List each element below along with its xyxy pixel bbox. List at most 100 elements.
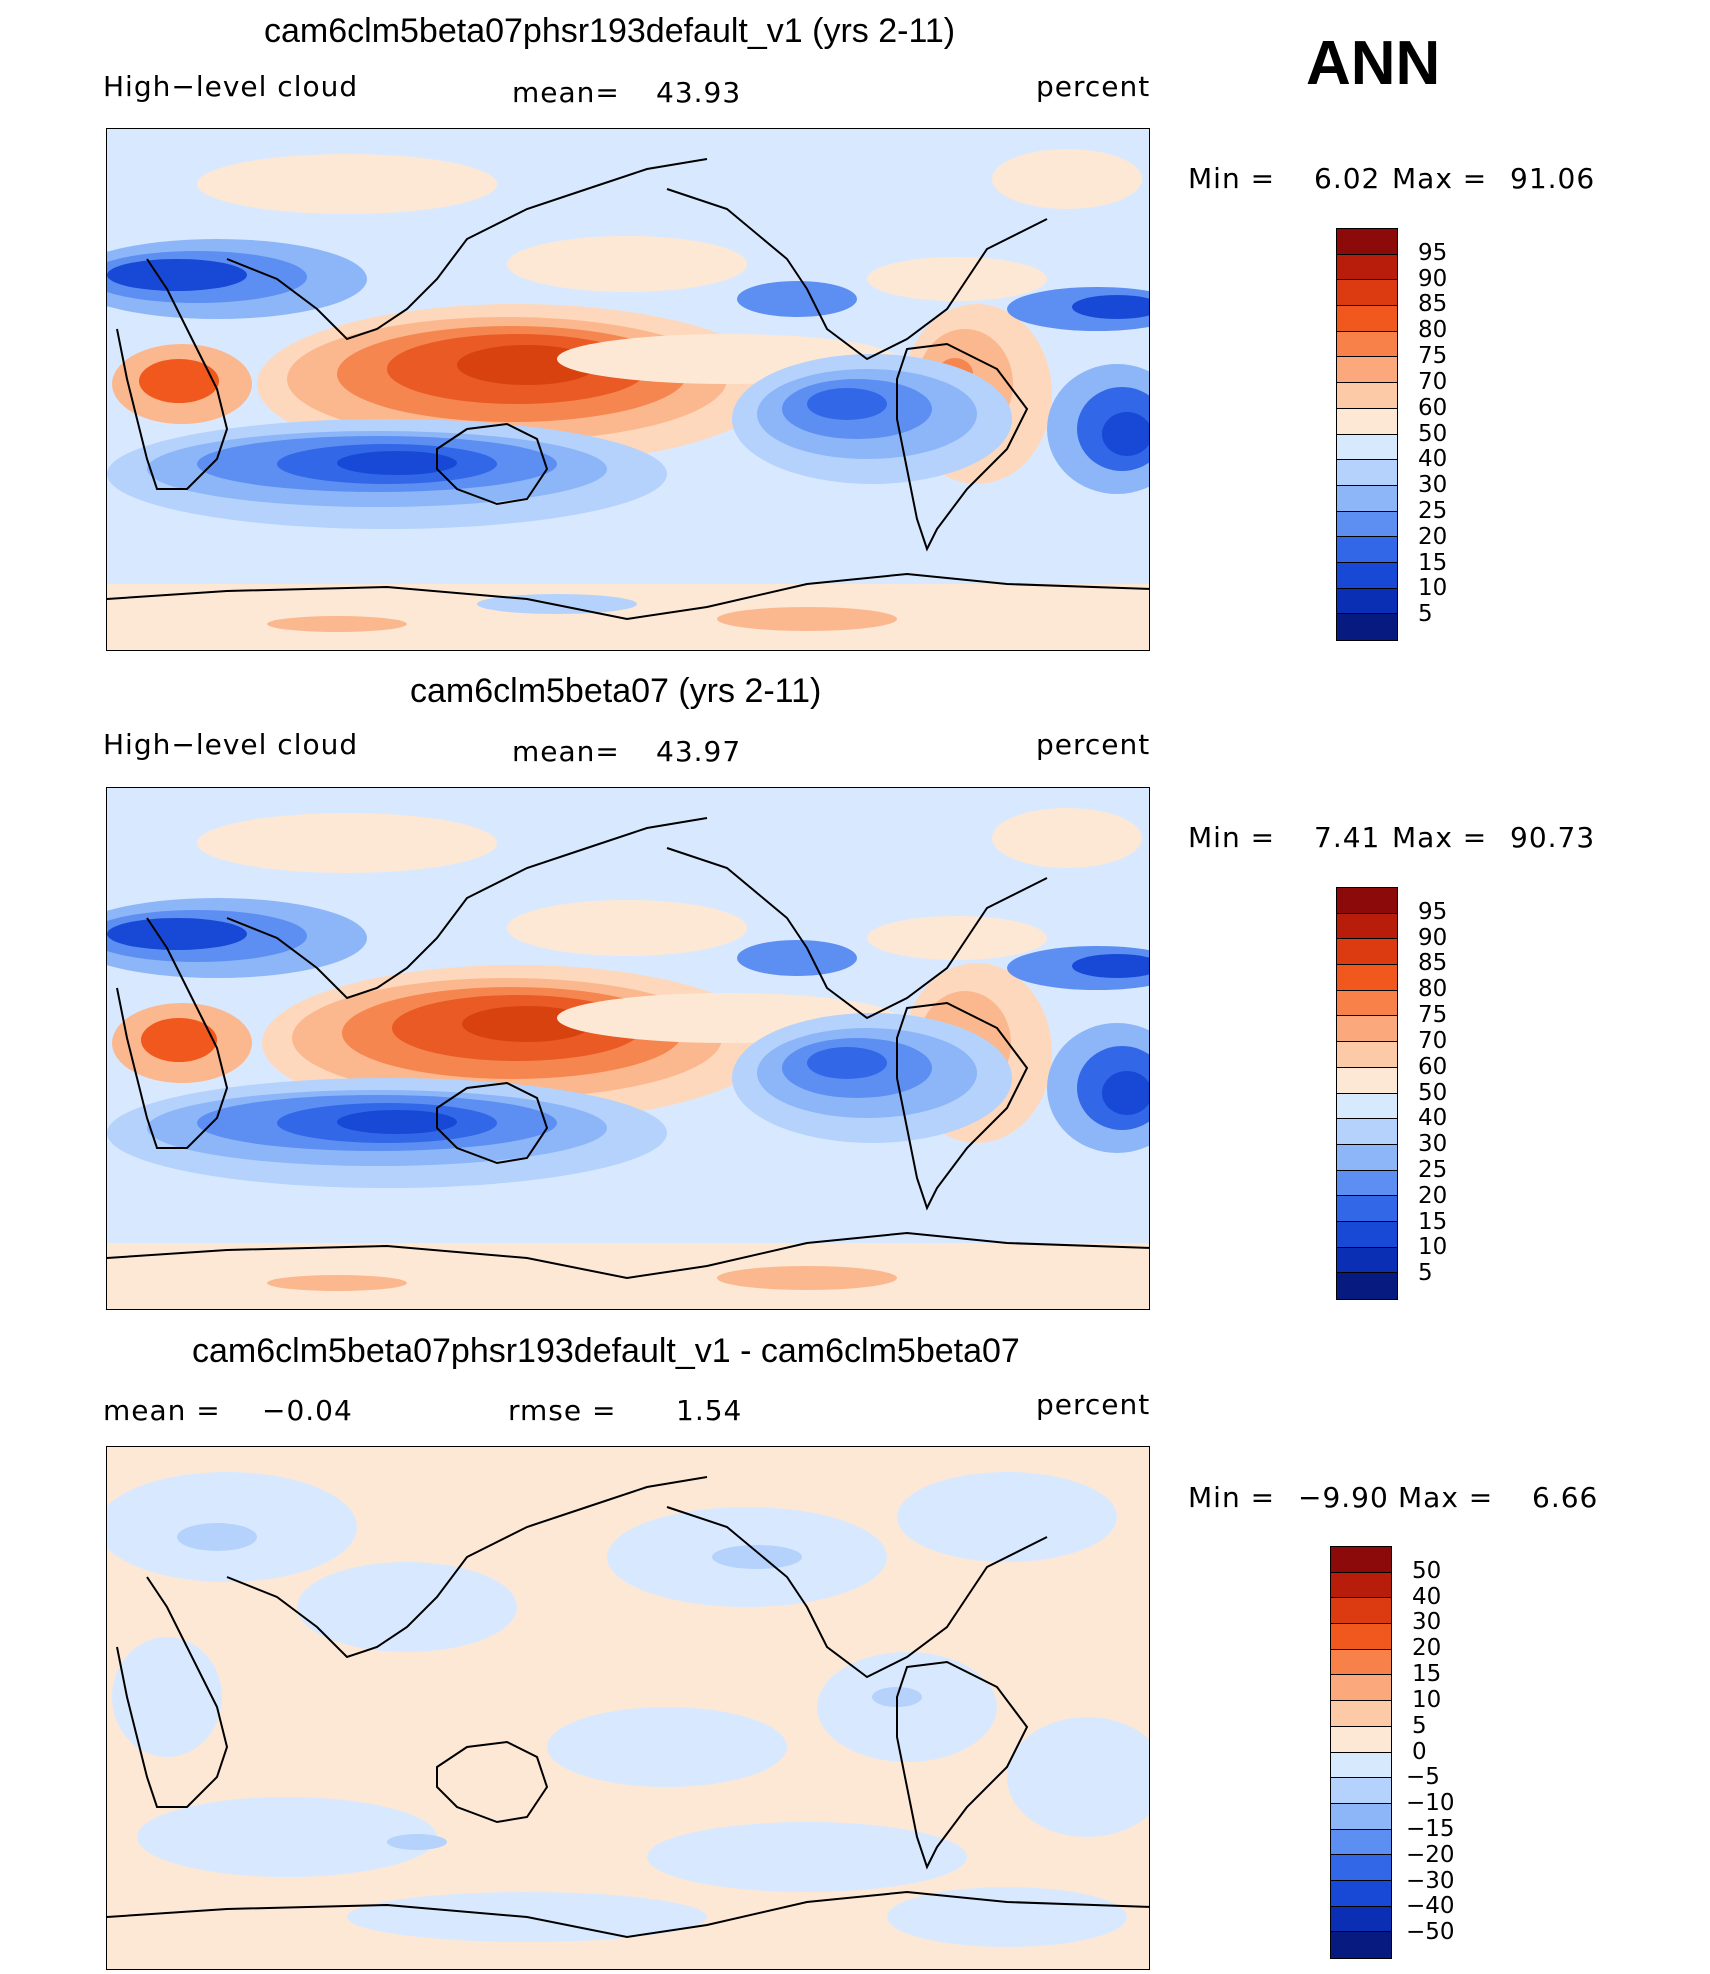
colorbar-tick-label: 15 bbox=[1418, 549, 1448, 576]
colorbar-tick-label: 15 bbox=[1418, 1208, 1448, 1235]
colorbar-tick-label: 75 bbox=[1418, 1002, 1448, 1029]
colorbar-swatch bbox=[1331, 1752, 1391, 1779]
colorbar-swatch bbox=[1331, 1880, 1391, 1907]
colorbar-swatch bbox=[1337, 1273, 1397, 1299]
panel-2-mean-label: mean= bbox=[512, 735, 620, 768]
colorbar-tick-label: 80 bbox=[1418, 317, 1448, 344]
colorbar-tick-label: 20 bbox=[1418, 523, 1448, 550]
colorbar-tick-label: 95 bbox=[1418, 239, 1448, 266]
colorbar-tick-label: 80 bbox=[1418, 976, 1448, 1003]
colorbar-swatch bbox=[1331, 1624, 1391, 1650]
panel-1-mean-value: 43.93 bbox=[656, 76, 742, 109]
panel-3-title: cam6clm5beta07phsr193default_v1 - cam6cl… bbox=[192, 1332, 1020, 1370]
colorbar-swatch bbox=[1337, 280, 1397, 307]
colorbar-swatch bbox=[1331, 1932, 1391, 1958]
panel-1-map bbox=[106, 128, 1150, 651]
panel-3-map bbox=[106, 1446, 1150, 1970]
panel-2-min-value: 7.41 bbox=[1314, 821, 1381, 854]
panel-3-units-label: percent bbox=[1036, 1388, 1151, 1421]
colorbar-tick-label: 50 bbox=[1418, 420, 1448, 447]
panel-3-max-value: 6.66 bbox=[1532, 1481, 1599, 1514]
panel-2-min-label: Min = bbox=[1188, 821, 1276, 854]
colorbar-swatch bbox=[1337, 1093, 1397, 1120]
panel-1-colorbar bbox=[1336, 228, 1398, 641]
colorbar-tick-label: 50 bbox=[1412, 1557, 1442, 1584]
colorbar-swatch bbox=[1337, 229, 1397, 255]
colorbar-swatch bbox=[1337, 485, 1397, 512]
colorbar-tick-label: 25 bbox=[1418, 1156, 1448, 1183]
colorbar-tick-label: −50 bbox=[1406, 1919, 1455, 1946]
season-label: ANN bbox=[1306, 29, 1441, 98]
colorbar-swatch bbox=[1337, 254, 1397, 281]
colorbar-tick-label: 70 bbox=[1418, 368, 1448, 395]
africa-coastline bbox=[116, 258, 229, 490]
colorbar-tick-label: 95 bbox=[1418, 898, 1448, 925]
colorbar-tick-label: 90 bbox=[1418, 265, 1448, 292]
colorbar-swatch bbox=[1337, 990, 1397, 1017]
panel-3-mean-value: −0.04 bbox=[262, 1394, 353, 1427]
panel-3-max-label: Max = bbox=[1398, 1481, 1494, 1514]
colorbar-swatch bbox=[1337, 562, 1397, 589]
colorbar-tick-label: 20 bbox=[1412, 1635, 1442, 1662]
colorbar-tick-label: 10 bbox=[1418, 1234, 1448, 1261]
panel-3-colorbar bbox=[1330, 1546, 1392, 1959]
colorbar-swatch bbox=[1337, 1144, 1397, 1171]
colorbar-swatch bbox=[1337, 588, 1397, 615]
colorbar-swatch bbox=[1331, 1701, 1391, 1727]
colorbar-tick-label: 5 bbox=[1418, 1260, 1433, 1287]
south-america-coastline bbox=[896, 342, 1029, 552]
colorbar-swatch bbox=[1337, 888, 1397, 914]
colorbar-tick-label: 40 bbox=[1418, 1105, 1448, 1132]
panel-3-rmse-value: 1.54 bbox=[676, 1394, 743, 1427]
colorbar-swatch bbox=[1337, 357, 1397, 384]
panel-2-max-label: Max = bbox=[1392, 821, 1488, 854]
colorbar-swatch bbox=[1331, 1547, 1391, 1573]
colorbar-swatch bbox=[1331, 1598, 1391, 1625]
panel-1-max-value: 91.06 bbox=[1510, 162, 1596, 195]
colorbar-swatch bbox=[1337, 383, 1397, 409]
colorbar-tick-label: −10 bbox=[1406, 1790, 1455, 1817]
colorbar-tick-label: 30 bbox=[1418, 472, 1448, 499]
colorbar-tick-label: 30 bbox=[1412, 1609, 1442, 1636]
panel-2-max-value: 90.73 bbox=[1510, 821, 1596, 854]
colorbar-tick-label: 90 bbox=[1418, 924, 1448, 951]
panel-1-min-label: Min = bbox=[1188, 162, 1276, 195]
colorbar-tick-label: 0 bbox=[1412, 1738, 1427, 1765]
panel-2-title: cam6clm5beta07 (yrs 2-11) bbox=[410, 672, 822, 710]
colorbar-swatch bbox=[1337, 331, 1397, 358]
colorbar-swatch bbox=[1331, 1778, 1391, 1804]
colorbar-swatch bbox=[1337, 939, 1397, 966]
colorbar-swatch bbox=[1337, 306, 1397, 332]
panel-1-mean-label: mean= bbox=[512, 76, 620, 109]
panel-1-title: cam6clm5beta07phsr193default_v1 (yrs 2-1… bbox=[264, 12, 956, 50]
panel-2-map bbox=[106, 787, 1150, 1310]
colorbar-swatch bbox=[1331, 1829, 1391, 1856]
panel-1-units-label: percent bbox=[1036, 70, 1151, 103]
panel-2-variable-label: High−level cloud bbox=[103, 728, 359, 761]
panel-2-mean-value: 43.97 bbox=[656, 735, 742, 768]
colorbar-tick-label: 40 bbox=[1418, 446, 1448, 473]
colorbar-swatch bbox=[1337, 913, 1397, 940]
colorbar-tick-label: 25 bbox=[1418, 497, 1448, 524]
colorbar-tick-label: 70 bbox=[1418, 1027, 1448, 1054]
panel-1-variable-label: High−level cloud bbox=[103, 70, 359, 103]
colorbar-swatch bbox=[1337, 1042, 1397, 1068]
colorbar-swatch bbox=[1337, 614, 1397, 640]
colorbar-tick-label: 85 bbox=[1418, 291, 1448, 318]
colorbar-tick-label: −5 bbox=[1406, 1764, 1440, 1791]
colorbar-tick-label: 60 bbox=[1418, 1053, 1448, 1080]
colorbar-swatch bbox=[1337, 1067, 1397, 1094]
antarctica-coastline bbox=[107, 572, 1149, 621]
colorbar-swatch bbox=[1331, 1726, 1391, 1753]
colorbar-tick-label: −15 bbox=[1406, 1815, 1455, 1842]
colorbar-tick-label: 20 bbox=[1418, 1182, 1448, 1209]
colorbar-swatch bbox=[1337, 1119, 1397, 1145]
colorbar-swatch bbox=[1337, 1170, 1397, 1197]
australia-coastline bbox=[436, 422, 549, 506]
panel-3-min-label: Min = bbox=[1188, 1481, 1276, 1514]
colorbar-swatch bbox=[1331, 1572, 1391, 1599]
colorbar-tick-label: 10 bbox=[1412, 1686, 1442, 1713]
colorbar-swatch bbox=[1337, 965, 1397, 991]
colorbar-swatch bbox=[1337, 1196, 1397, 1222]
colorbar-swatch bbox=[1331, 1906, 1391, 1933]
